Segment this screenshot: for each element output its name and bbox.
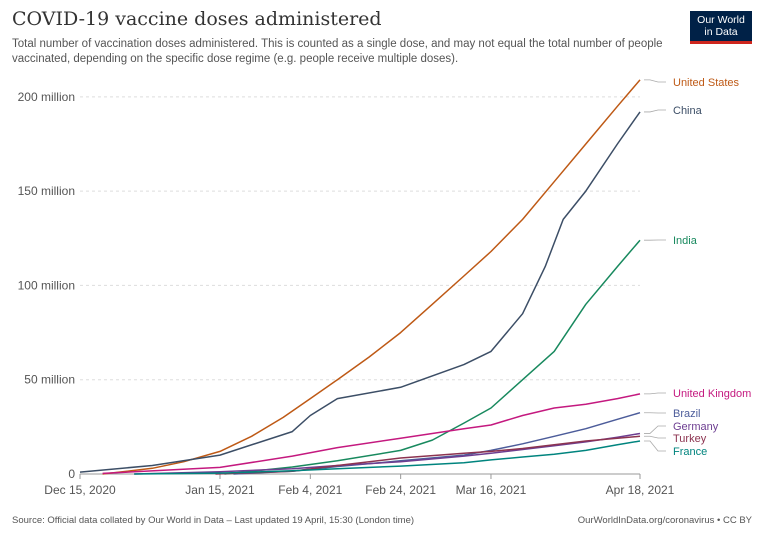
x-tick-label: Mar 16, 2021 [456, 483, 527, 497]
x-tick-label: Apr 18, 2021 [606, 483, 675, 497]
legend-connector [644, 109, 666, 113]
series-label[interactable]: Germany [673, 421, 719, 433]
x-tick-label: Dec 15, 2020 [44, 483, 116, 497]
series-line[interactable] [102, 79, 641, 475]
series-line[interactable] [215, 435, 641, 475]
series-label[interactable]: Brazil [673, 408, 701, 420]
y-tick-label: 0 [68, 467, 75, 481]
chart-title: COVID-19 vaccine doses administered [12, 8, 382, 30]
series-label[interactable]: France [673, 446, 707, 458]
y-tick-label: 200 million [18, 90, 75, 104]
legend-connector [644, 435, 666, 439]
series-line[interactable] [79, 111, 641, 473]
legend-connector [644, 425, 666, 434]
series-label[interactable]: China [673, 105, 703, 117]
logo-line-2: in Data [704, 26, 738, 38]
series-line[interactable] [102, 393, 641, 475]
legend-connector [644, 79, 666, 83]
y-tick-label: 100 million [18, 278, 75, 292]
series-label[interactable]: United Kingdom [673, 388, 751, 400]
y-tick-label: 150 million [18, 184, 75, 198]
series-label[interactable]: Turkey [673, 433, 707, 445]
y-tick-label: 50 million [24, 373, 75, 387]
series-line[interactable] [134, 440, 641, 475]
x-tick-label: Feb 24, 2021 [365, 483, 436, 497]
credit-link[interactable]: OurWorldInData.org/coronavirus • CC BY [577, 515, 752, 526]
x-tick-label: Feb 4, 2021 [278, 483, 342, 497]
series-label[interactable]: United States [673, 77, 740, 89]
chart-legend: United States China India United Kingdom Bra… [644, 77, 751, 458]
series-line[interactable] [224, 239, 641, 475]
legend-connector [644, 392, 666, 395]
legend-connector [644, 440, 666, 452]
series-label[interactable]: India [673, 235, 698, 247]
chart-grid: 0 50 million 100 million 150 million 200 mil… [18, 90, 675, 497]
chart-series [79, 79, 641, 475]
chart-subtitle: Total number of vaccination doses admini… [12, 38, 663, 65]
source-note: Source: Official data collated by Our Wo… [12, 515, 415, 526]
logo-line-1: Our World [697, 14, 745, 26]
x-tick-label: Jan 15, 2021 [185, 483, 255, 497]
owid-logo[interactable]: Our World in Data [690, 11, 752, 44]
